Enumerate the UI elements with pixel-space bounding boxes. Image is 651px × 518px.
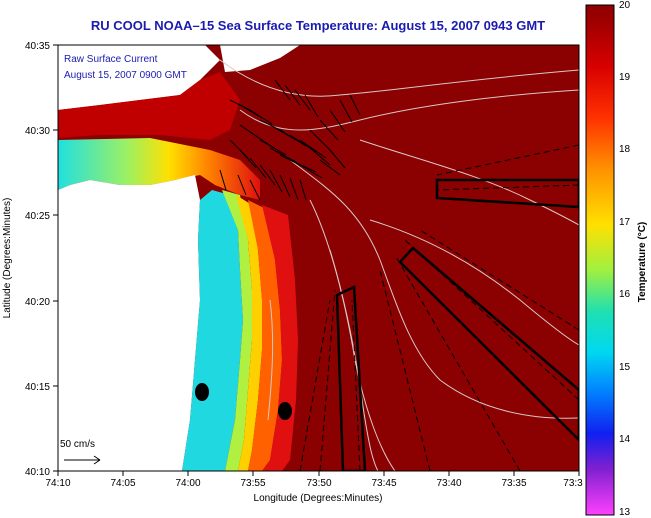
bathymetry-contours xyxy=(219,59,579,471)
x-tick: 73:45 xyxy=(371,478,396,489)
x-tick: 74:10 xyxy=(45,478,70,489)
inset-line-2: August 15, 2007 0900 GMT xyxy=(64,70,187,81)
colorbar xyxy=(585,4,615,516)
x-tick: 73:50 xyxy=(306,478,331,489)
map-title: RU COOL NOAA–15 Sea Surface Temperature:… xyxy=(90,18,546,33)
colorbar-label: Temperature (°C) xyxy=(637,222,648,303)
x-tick-labels: 74:10 74:05 74:00 73:55 73:50 73:45 73:4… xyxy=(45,478,583,489)
axis-ticks xyxy=(53,44,580,476)
y-tick: 40:10 xyxy=(25,467,50,478)
x-tick: 74:05 xyxy=(110,478,135,489)
x-tick: 73:55 xyxy=(240,478,265,489)
x-tick: 73:40 xyxy=(436,478,461,489)
x-tick: 74:00 xyxy=(175,478,200,489)
y-tick: 40:30 xyxy=(25,126,50,137)
scale-label: 50 cm/s xyxy=(60,439,95,450)
surface-current-vectors xyxy=(219,79,361,201)
y-tick: 40:25 xyxy=(25,211,50,222)
land xyxy=(58,175,200,471)
inset-line-1: Raw Surface Current xyxy=(64,54,158,65)
colorbar-tick: 17 xyxy=(619,217,631,228)
x-tick: 73:3 xyxy=(563,478,583,489)
colorbar-tick: 16 xyxy=(619,289,631,300)
cool-coastal-band xyxy=(58,138,260,200)
colorbar-tick: 15 xyxy=(619,362,631,373)
y-tick-labels: 40:35 40:30 40:25 40:20 40:15 40:10 xyxy=(25,41,50,478)
colorbar-tick: 13 xyxy=(619,507,631,518)
survey-lines xyxy=(299,144,579,471)
mooring-marker-2 xyxy=(278,402,292,420)
nearshore-cool-water xyxy=(182,190,243,471)
y-axis-label: Latitude (Degrees:Minutes) xyxy=(2,198,13,319)
no-data-area xyxy=(58,45,220,110)
colorbar-ticks: 20 19 18 17 16 15 14 13 xyxy=(619,0,631,518)
y-tick: 40:15 xyxy=(25,382,50,393)
colorbar-tick: 19 xyxy=(619,72,631,83)
mooring-marker-1 xyxy=(195,383,209,401)
x-axis-label: Longitude (Degrees:Minutes) xyxy=(254,493,383,504)
x-tick: 73:35 xyxy=(501,478,526,489)
study-areas xyxy=(335,178,579,471)
colorbar-tick: 20 xyxy=(619,0,631,11)
y-tick: 40:35 xyxy=(25,41,50,52)
colorbar-tick: 14 xyxy=(619,434,631,445)
y-tick: 40:20 xyxy=(25,297,50,308)
colorbar-tick: 18 xyxy=(619,144,631,155)
scale-arrow xyxy=(64,455,101,465)
